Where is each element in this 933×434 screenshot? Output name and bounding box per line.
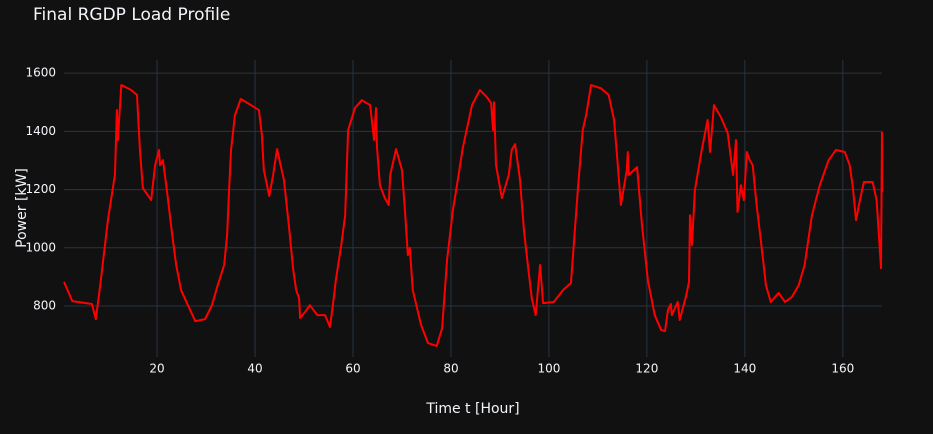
x-tick-label: 120 <box>635 362 658 376</box>
y-tick-label: 800 <box>33 299 56 313</box>
x-tick-label: 60 <box>345 362 360 376</box>
x-tick-label: 140 <box>733 362 756 376</box>
chart-title: Final RGDP Load Profile <box>33 5 230 25</box>
x-axis-title: Time t [Hour] <box>425 401 519 417</box>
x-tick-label: 40 <box>247 362 262 376</box>
x-tick-label: 100 <box>537 362 560 376</box>
x-tick-label: 80 <box>443 362 458 376</box>
y-tick-label: 1200 <box>25 182 56 196</box>
x-tick-label: 20 <box>149 362 164 376</box>
line-series <box>63 84 883 347</box>
y-axis-title: Power [kW] <box>14 168 30 248</box>
y-tick-label: 1600 <box>25 66 56 80</box>
y-tick-label: 1000 <box>25 240 56 254</box>
x-tick-label: 160 <box>831 362 854 376</box>
y-tick-label: 1400 <box>25 124 56 138</box>
